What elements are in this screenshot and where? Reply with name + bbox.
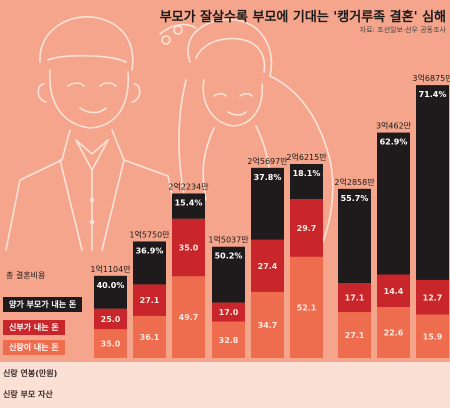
data-label-total: 3억462만 [376, 121, 412, 131]
bar-segment-parents [212, 246, 245, 303]
income-axis-label: 신랑 연봉(만원) [3, 369, 58, 378]
chart-source: 자료: 조선일보·선우 공동조사 [359, 26, 446, 34]
bar-segment-groom [94, 329, 127, 358]
data-label-bride: 29.7 [297, 224, 317, 233]
data-label-groom: 52.1 [297, 303, 317, 312]
data-label-bride: 25.0 [101, 315, 121, 324]
bar-segment-parents [338, 188, 371, 284]
data-label-bride: 27.1 [140, 296, 160, 305]
data-label-parents: 37.8% [254, 173, 282, 182]
data-label-total: 1억1104만 [90, 264, 131, 274]
data-label-parents: 71.4% [419, 90, 447, 99]
data-label-groom: 34.7 [258, 321, 278, 330]
data-label-parents: 15.4% [175, 198, 203, 207]
data-label-total: 2억5697만 [247, 156, 288, 166]
data-label-parents: 50.2% [215, 252, 243, 261]
stacked-bar-chart: 35.025.040.0%1억1104만3000미만36.127.136.9%1… [90, 73, 450, 398]
data-label-bride: 27.4 [258, 262, 278, 271]
data-label-parents: 18.1% [293, 169, 321, 178]
bar-segment-groom [133, 315, 166, 358]
bar-segment-parents [290, 164, 323, 200]
legend-parents: 양가 부모가 내는 돈 [3, 297, 83, 312]
data-label-groom: 27.1 [345, 331, 365, 340]
data-label-total: 2억2858만 [334, 177, 375, 187]
data-label-groom: 32.8 [219, 336, 239, 345]
data-label-total: 2억6215만 [286, 152, 327, 162]
bar-segment-bride [416, 279, 449, 315]
bar-segment-parents [251, 167, 284, 240]
bar-segment-bride [338, 283, 371, 313]
bar-segment-groom [416, 314, 449, 358]
bar-segment-groom [172, 276, 205, 358]
data-label-bride: 35.0 [179, 244, 199, 253]
data-label-parents: 55.7% [341, 194, 369, 203]
bar-segment-parents [416, 85, 449, 280]
data-label-parents: 36.9% [136, 246, 164, 255]
legend-bride: 신부가 내는 돈 [3, 320, 65, 335]
bar-segment-parents [133, 241, 166, 285]
bar-segment-bride [133, 284, 166, 316]
data-label-total: 3억6875만 [412, 73, 450, 83]
legend-groom: 신랑이 내는 돈 [3, 340, 65, 355]
assets-axis-label: 신랑 부모 자산 [3, 390, 53, 399]
bar-segment-bride [251, 239, 284, 292]
data-label-bride: 14.4 [384, 287, 404, 296]
bar-segment-bride [94, 308, 127, 330]
bar-segment-bride [212, 302, 245, 322]
bar-segment-groom [338, 312, 371, 358]
bar-segment-parents [377, 132, 410, 275]
bar-segment-parents [172, 193, 205, 219]
data-label-parents: 62.9% [380, 138, 408, 147]
data-label-total: 2억2234만 [168, 181, 209, 191]
data-label-groom: 22.6 [384, 329, 404, 338]
data-label-groom: 49.7 [179, 313, 199, 322]
data-label-groom: 36.1 [140, 333, 160, 342]
bar-segment-bride [290, 199, 323, 257]
data-label-groom: 15.9 [423, 332, 443, 341]
bar-segment-bride [172, 218, 205, 277]
data-label-total: 1억5750만 [129, 229, 170, 239]
bar-segment-groom [251, 291, 284, 358]
bar-segment-bride [377, 274, 410, 308]
bar-segment-groom [290, 256, 323, 358]
bar-segment-groom [377, 307, 410, 358]
axis-band [0, 362, 450, 408]
bar-segment-groom [212, 321, 245, 358]
data-label-parents: 40.0% [97, 281, 125, 290]
total-cost-label: 총 결혼비용 [6, 271, 46, 280]
data-label-groom: 35.0 [101, 340, 121, 349]
data-label-bride: 12.7 [423, 293, 443, 302]
bar-segment-parents [94, 275, 127, 309]
chart-title: 부모가 잘살수록 부모에 기대는 '캥거루족 결혼' 심해 [159, 10, 446, 25]
data-label-total: 1억5037만 [208, 235, 249, 245]
data-label-bride: 17.0 [219, 308, 239, 317]
data-label-bride: 17.1 [345, 294, 365, 303]
